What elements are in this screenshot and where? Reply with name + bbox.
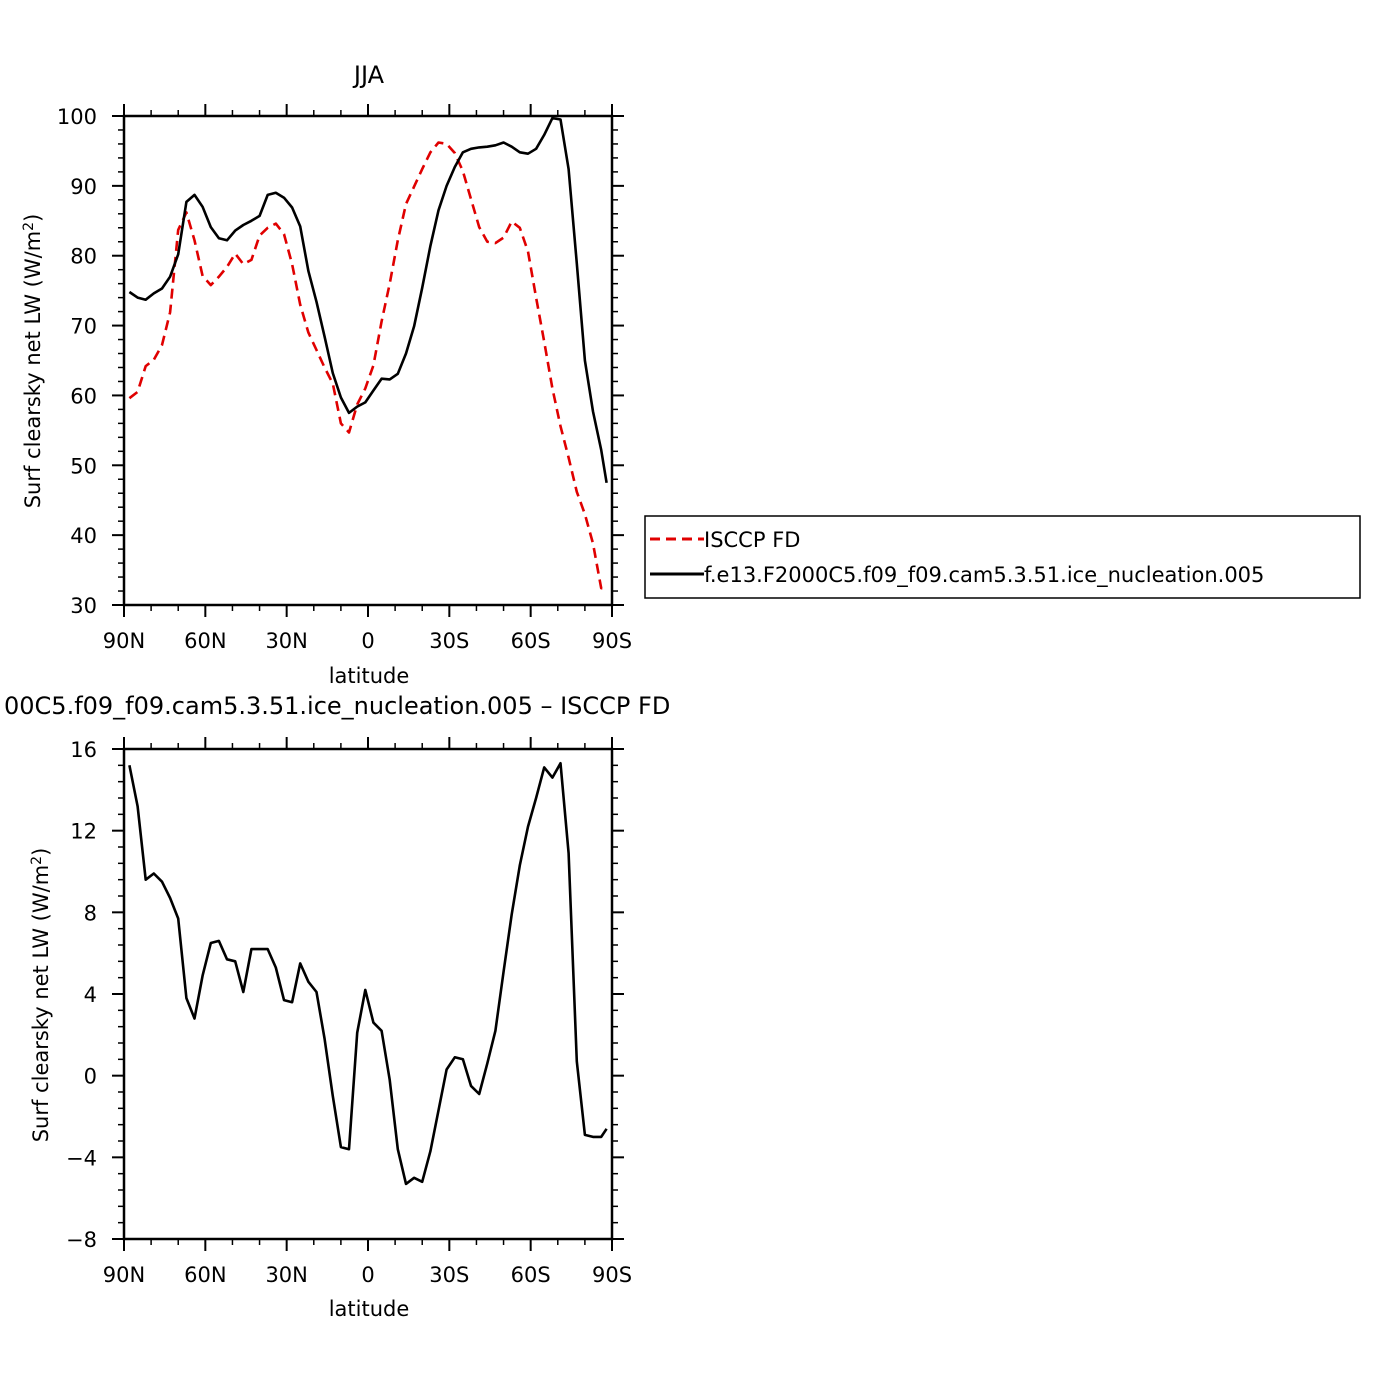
series-group [128, 116, 608, 590]
series-line-1 [128, 116, 608, 484]
y-axis-title-main: Surf clearsky net LW (W/m [21, 231, 45, 508]
x-tick-label: 30S [429, 1263, 469, 1287]
x-tick-label: 90N [103, 1263, 145, 1287]
y-axis-title-superscript: 2 [29, 856, 45, 865]
y-tick-label: 50 [70, 454, 97, 478]
y-tick-label: 80 [70, 245, 97, 269]
y-tick-label: 16 [70, 738, 97, 762]
y-axis-title-superscript: 2 [21, 222, 37, 231]
axis-ticks: 90N 60N 30N 0 30S 60S 90S 30 40 50 60 70 80 90 100 [57, 104, 632, 653]
legend-label-isccp: ISCCP FD [704, 528, 800, 552]
y-axis-title-close: ) [21, 214, 45, 222]
x-tick-label: 0 [361, 1263, 374, 1287]
plot-frame [122, 747, 614, 1241]
y-axis-title-main: Surf clearsky net LW (W/m [29, 865, 53, 1142]
axis-ticks: 90N 60N 30N 0 30S 60S 90S −8 −4 0 4 8 12 16 [66, 737, 632, 1287]
y-axis-title-close: ) [29, 848, 53, 856]
y-tick-label: 8 [84, 901, 97, 925]
x-tick-label: 0 [361, 629, 374, 653]
legend-box [644, 515, 1361, 599]
y-axis-title: Surf clearsky net LW (W/m2) [29, 848, 53, 1143]
y-tick-label: 0 [84, 1065, 97, 1089]
chart-top: JJA 90N 60N 30N 0 30S 60S 90S 30 40 50 60 70 80 90 100… [21, 61, 632, 688]
y-tick-label: 100 [57, 105, 97, 129]
x-tick-label: 30S [429, 629, 469, 653]
series-line-0 [128, 141, 607, 590]
series-group [128, 761, 608, 1186]
y-tick-label: 90 [70, 175, 97, 199]
y-tick-label: 60 [70, 384, 97, 408]
y-tick-label: 12 [70, 820, 97, 844]
y-tick-label: −4 [66, 1146, 97, 1170]
x-tick-label: 60S [511, 629, 551, 653]
chart-title: 00C5.f09_f09.cam5.3.51.ice_nucleation.00… [4, 692, 670, 720]
chart-bottom: 00C5.f09_f09.cam5.3.51.ice_nucleation.00… [4, 692, 670, 1321]
plot-frame [122, 114, 614, 607]
x-tick-label: 90N [103, 629, 145, 653]
chart-title: JJA [352, 61, 385, 89]
y-tick-label: 4 [84, 983, 97, 1007]
y-axis-title: Surf clearsky net LW (W/m2) [21, 214, 45, 509]
x-tick-label: 30N [265, 1263, 307, 1287]
x-axis-title: latitude [329, 1297, 410, 1321]
y-tick-label: 70 [70, 315, 97, 339]
x-tick-label: 60N [184, 629, 226, 653]
y-tick-label: 30 [70, 594, 97, 618]
x-tick-label: 60S [511, 1263, 551, 1287]
legend: ISCCP FD f.e13.F2000C5.f09_f09.cam5.3.51… [644, 515, 1361, 599]
x-tick-label: 30N [265, 629, 307, 653]
x-tick-label: 90S [592, 629, 632, 653]
series-line-0 [128, 761, 608, 1186]
y-tick-label: 40 [70, 524, 97, 548]
y-tick-label: −8 [66, 1228, 97, 1252]
x-axis-title: latitude [329, 664, 410, 688]
legend-label-model: f.e13.F2000C5.f09_f09.cam5.3.51.ice_nucl… [704, 563, 1264, 588]
x-tick-label: 60N [184, 1263, 226, 1287]
x-tick-label: 90S [592, 1263, 632, 1287]
